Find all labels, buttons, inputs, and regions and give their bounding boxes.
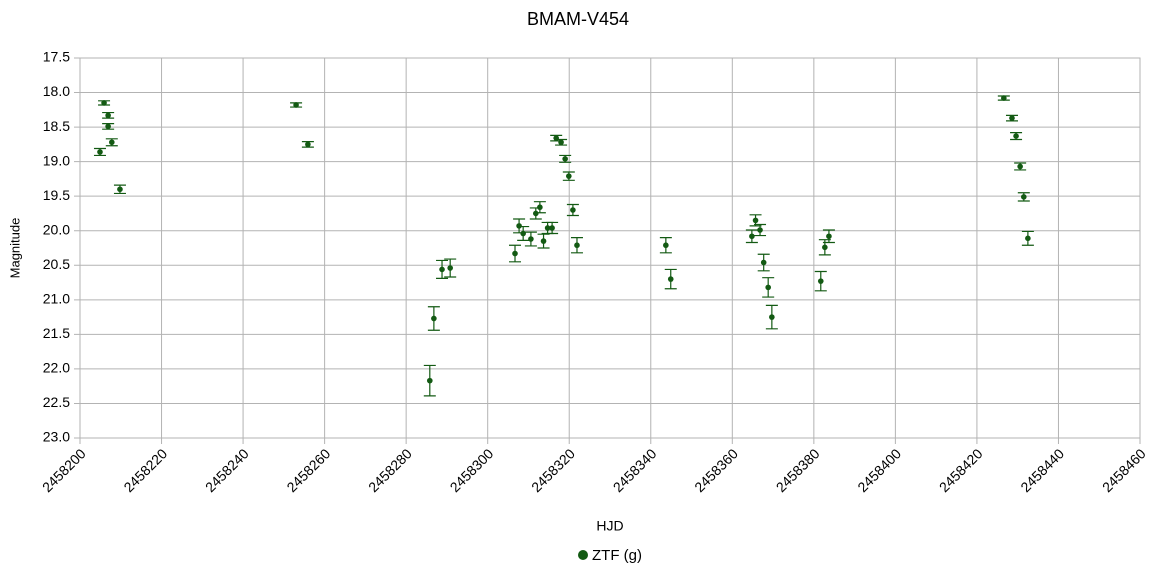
legend-label: ZTF (g) [592,547,642,564]
y-tick-label: 18.0 [43,83,70,99]
data-point [817,278,824,284]
data-point [117,186,123,193]
x-tick-label: 2458460 [1099,445,1149,495]
data-point [516,223,522,229]
data-point [427,377,433,384]
data-point [667,276,674,282]
x-tick-label: 2458360 [691,445,741,495]
x-tick-label: 2458440 [1017,445,1067,495]
data-point [109,139,115,146]
data-point [769,314,775,320]
data-point [752,217,759,224]
data-point [439,266,445,273]
data-point [305,141,311,148]
y-tick-label: 20.0 [43,221,70,237]
data-point [574,242,580,249]
data-point [757,227,763,233]
x-axis-label: HJD [596,518,623,534]
data-point [1001,95,1007,101]
y-tick-label: 22.0 [43,360,70,376]
y-tick-label: 19.5 [43,187,70,203]
data-point [826,233,832,240]
y-tick-label: 23.0 [43,429,70,445]
x-tick-label: 2458260 [283,445,333,495]
y-tick-label: 21.5 [43,325,70,341]
data-point [97,149,103,155]
chart-title: BMAM-V454 [527,9,629,29]
data-point [293,102,299,108]
data-point [533,210,539,217]
data-point [544,225,551,231]
data-point [528,236,534,242]
x-tick-label: 2458220 [120,445,170,495]
data-point [566,173,572,179]
x-tick-label: 2458380 [773,445,823,495]
data-point [822,244,828,251]
data-point [540,238,547,244]
data-point [1025,235,1031,242]
data-point [760,259,767,266]
data-point [537,204,543,211]
data-point [431,315,437,322]
data-point [105,112,111,119]
y-tick-label: 20.5 [43,256,70,272]
legend-marker [578,550,588,560]
y-tick-label: 19.0 [43,152,70,168]
y-tick-label: 17.5 [43,49,70,65]
data-point [447,265,453,271]
x-tick-label: 2458200 [39,445,89,495]
x-tick-label: 2458340 [610,445,660,495]
x-tick-label: 2458320 [528,445,578,495]
data-point [105,123,111,130]
x-tick-label: 2458300 [447,445,497,495]
data-point [570,207,576,213]
data-point [558,139,564,146]
data-point [101,100,107,106]
x-tick-label: 2458280 [365,445,415,495]
x-tick-label: 2458400 [854,445,904,495]
y-tick-label: 22.5 [43,394,70,410]
data-point [1021,194,1027,200]
y-tick-label: 21.0 [43,291,70,307]
x-tick-label: 2458240 [202,445,252,495]
x-tick-label: 2458420 [936,445,986,495]
y-tick-label: 18.5 [43,118,70,134]
data-point [749,233,755,240]
data-point [663,242,669,249]
data-point [1013,133,1019,139]
data-point [512,250,518,257]
y-axis-label: Magnitude [7,218,22,279]
data-point [765,284,771,291]
data-point [1017,163,1023,170]
data-point [562,156,568,162]
data-point [1009,115,1015,121]
data-point [549,225,555,231]
plot-area [79,57,1141,439]
data-point [520,230,526,237]
